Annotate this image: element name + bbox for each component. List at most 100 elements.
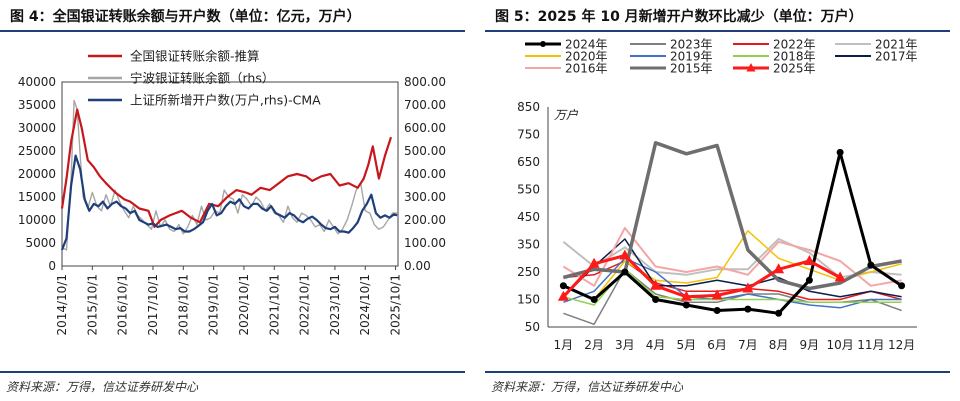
right-chart-title: 图 5：2025 年 10 月新增开户数环比减少（单位：万户） [495, 9, 863, 25]
data-point-2025年 [773, 263, 785, 274]
x-tick-label: 2023/10/1 [328, 274, 342, 336]
y-right-tick-label: 300.00 [404, 190, 446, 204]
legend-marker [746, 63, 756, 72]
y-tick-label: 350 [517, 238, 540, 252]
y-left-tick-label: 25000 [18, 144, 56, 158]
left-chart-source: 资料来源：万得，信达证券研发中心 [6, 380, 199, 394]
legend-label: 2023年 [670, 38, 713, 52]
legend-label: 上证所新增开户数(万户,rhs)-CMA [130, 93, 321, 108]
x-tick-label: 1月 [554, 338, 574, 352]
series-line-3 [60, 154, 398, 251]
series-line-2016年 [562, 227, 902, 287]
legend-label: 宁波银证转账余额（rhs） [130, 71, 274, 86]
x-tick-label: 12月 [888, 338, 915, 352]
x-tick-label: 3月 [615, 338, 635, 352]
right-source-rule [485, 371, 950, 373]
legend-label: 2021年 [875, 38, 918, 52]
x-tick-label: 6月 [707, 338, 727, 352]
data-point-2025年 [711, 289, 723, 300]
x-tick-label: 2021/10/1 [267, 274, 281, 336]
data-point-2024年 [898, 282, 906, 290]
right-chart-panel: 图 5：2025 年 10 月新增开户数环比减少（单位：万户） 50 150 250… [485, 0, 960, 401]
x-tick-label: 7月 [738, 338, 758, 352]
y-tick-label: 750 [517, 128, 540, 142]
x-tick-label: 2018/10/1 [176, 274, 190, 336]
legend-label: 2020年 [565, 50, 608, 64]
plot-frame [61, 81, 399, 267]
series-line-2017年 [562, 238, 902, 298]
right-chart-source: 资料来源：万得，信达证券研发中心 [491, 380, 684, 394]
x-tick-label: 5月 [677, 338, 697, 352]
data-point-2025年 [588, 257, 600, 268]
y-tick-label: 150 [517, 293, 540, 307]
y-tick-label: 50 [525, 320, 540, 334]
series-line-1 [60, 108, 393, 228]
legend-marker [540, 41, 546, 47]
y-left-tick-label: 0 [48, 259, 56, 273]
y-right-tick-label: 400.00 [404, 167, 446, 181]
data-point-2024年 [744, 305, 752, 313]
x-tick-label: 2019/10/1 [207, 274, 221, 336]
data-point-2024年 [682, 301, 690, 309]
left-chart-title: 图 4：全国银证转账余额与开户数（单位：亿元，万户） [10, 9, 361, 25]
x-tick-label: 2017/10/1 [146, 274, 160, 336]
data-point-2025年 [619, 249, 631, 260]
y-tick-label: 250 [517, 265, 540, 279]
y-right-tick-label: 800.00 [404, 75, 446, 89]
y-right-tick-label: 500.00 [404, 144, 446, 158]
y-right-tick-label: 200.00 [404, 213, 446, 227]
series-line-2015年 [562, 141, 902, 291]
legend-label: 2018年 [773, 50, 816, 64]
y-right-tick-label: 600.00 [404, 121, 446, 135]
legend-label: 2024年 [565, 38, 608, 52]
series-line-2019年 [563, 257, 902, 309]
legend-label: 2016年 [565, 62, 608, 76]
y-right-tick-label: 700.00 [404, 98, 446, 112]
data-point-2024年 [559, 282, 567, 290]
legend-label: 2019年 [670, 50, 713, 64]
data-point-2024年 [652, 296, 660, 303]
series-line-2 [61, 99, 398, 251]
y-right-tick-label: 100.00 [404, 236, 446, 250]
right-chart-svg: 50 150 250 350 450 550 650 750 850 万户 1月 2月 3月 4月 5月 6月… [517, 38, 918, 353]
data-point-2024年 [621, 268, 629, 276]
x-tick-label: 11月 [857, 338, 884, 352]
y-left-tick-label: 15000 [18, 190, 56, 204]
y-left-tick-label: 5000 [25, 236, 56, 250]
legend-label: 全国银证转账余额-推算 [130, 49, 260, 64]
series-line-2021年 [562, 238, 902, 279]
data-point-2025年 [557, 290, 569, 301]
y-tick-label: 850 [517, 100, 540, 114]
data-point-2024年 [836, 148, 844, 156]
x-tick-label: 4月 [646, 338, 666, 352]
x-tick-label: 2月 [584, 338, 604, 352]
legend-label: 2025年 [773, 62, 816, 76]
y-left-tick-label: 20000 [18, 167, 56, 181]
series-line-2025年 [562, 254, 841, 299]
left-chart-svg: 0 5000 10000 15000 20000 25000 30000 35000 40000… [18, 49, 446, 336]
data-point-2024年 [590, 296, 598, 303]
x-tick-label: 2014/10/1 [55, 274, 69, 336]
data-point-2024年 [867, 261, 875, 269]
x-tick-label: 8月 [769, 338, 789, 352]
y-right-tick-label: 0.00 [404, 259, 431, 273]
y-tick-label: 450 [517, 210, 540, 224]
y-left-tick-label: 40000 [18, 75, 56, 89]
x-tick-label: 2016/10/1 [116, 274, 130, 336]
left-chart-panel: 图 4：全国银证转账余额与开户数（单位：亿元，万户） 0 5000 10000 150… [0, 0, 475, 401]
data-point-2025年 [650, 279, 662, 290]
y-left-tick-label: 10000 [18, 213, 56, 227]
x-tick-label: 2022/10/1 [298, 274, 312, 336]
legend-label: 2022年 [773, 38, 816, 52]
left-source-rule [0, 371, 465, 373]
series-line-2024年 [562, 150, 903, 315]
x-tick-label: 2015/10/1 [85, 274, 99, 336]
legend-label: 2017年 [875, 50, 918, 64]
legend-label: 2015年 [670, 62, 713, 76]
x-tick-label: 9月 [800, 338, 820, 352]
data-point-2024年 [713, 307, 721, 314]
y-axis-unit: 万户 [554, 108, 579, 122]
data-point-2024年 [805, 276, 813, 284]
x-tick-label: 2024/10/1 [358, 274, 372, 336]
x-tick-label: 2020/10/1 [237, 274, 251, 336]
